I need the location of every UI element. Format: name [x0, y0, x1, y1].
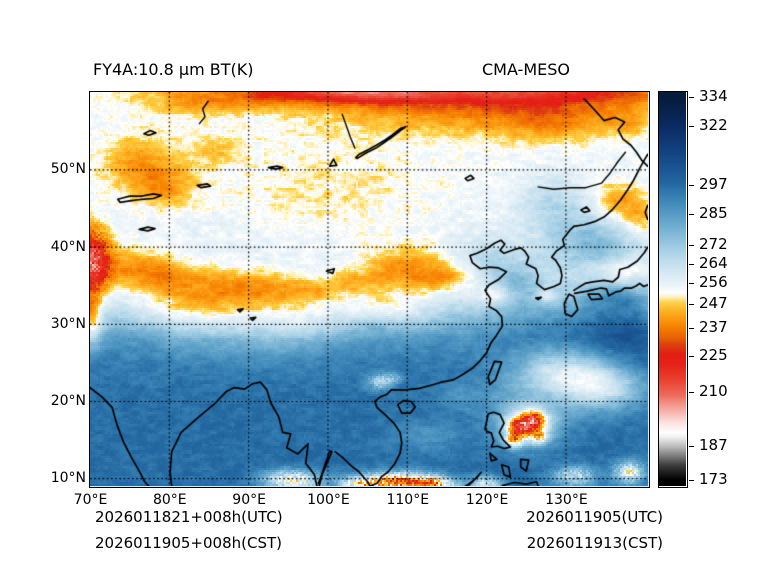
- colorbar-tick-label: 187: [699, 436, 728, 455]
- colorbar-tick-mark: [689, 97, 694, 99]
- colorbar-tick-label: 256: [699, 272, 728, 291]
- y-tick-label: 10°N: [50, 470, 86, 487]
- x-tick-label: 100°E: [307, 492, 350, 508]
- colorbar-tick-label: 173: [699, 469, 728, 488]
- y-tick-label: 30°N: [50, 315, 86, 332]
- colorbar-tick-label: 272: [699, 234, 728, 253]
- plot-title-right: CMA-MESO: [481, 60, 570, 79]
- colorbar-tick-mark: [689, 125, 694, 127]
- colorbar-tick-label: 334: [699, 87, 728, 106]
- valid-time-cst: 2026011913(CST): [526, 534, 663, 552]
- y-tick-label: 50°N: [50, 161, 86, 178]
- colorbar-tick-label: 225: [699, 346, 728, 365]
- map-plot-area: [89, 91, 650, 488]
- colorbar-tick-mark: [689, 282, 694, 284]
- colorbar-tick-label: 247: [699, 293, 728, 312]
- x-tick-label: 120°E: [465, 492, 509, 508]
- colorbar-tick-mark: [689, 327, 694, 329]
- y-tick-label: 20°N: [50, 392, 86, 409]
- colorbar-tick-mark: [689, 263, 694, 265]
- colorbar-tick-mark: [689, 356, 694, 358]
- map-overlay-canvas: [90, 92, 648, 486]
- x-tick-label: 80°E: [152, 492, 187, 508]
- plot-title-left: FY4A:10.8 μm BT(K): [93, 60, 254, 79]
- colorbar-tick-label: 210: [699, 381, 728, 400]
- colorbar: [658, 91, 688, 488]
- colorbar-tick-mark: [689, 213, 694, 215]
- x-tick-label: 90°E: [232, 492, 266, 508]
- colorbar-tick-label: 322: [699, 115, 728, 134]
- colorbar-tick-label: 297: [699, 175, 728, 194]
- colorbar-tick-label: 285: [699, 203, 728, 222]
- colorbar-gradient-canvas: [659, 92, 686, 486]
- colorbar-tick-mark: [689, 391, 694, 393]
- colorbar-tick-mark: [689, 479, 694, 481]
- colorbar-tick-mark: [689, 303, 694, 305]
- colorbar-tick-mark: [689, 446, 694, 448]
- colorbar-tick-mark: [689, 244, 694, 246]
- colorbar-tick-label: 237: [699, 317, 728, 336]
- x-tick-label: 130°E: [545, 492, 588, 508]
- x-tick-label: 110°E: [386, 492, 430, 508]
- init-time-cst: 2026011905+008h(CST): [95, 534, 283, 552]
- colorbar-tick-label: 264: [699, 253, 728, 272]
- init-time-utc: 2026011821+008h(UTC): [95, 508, 283, 526]
- colorbar-tick-mark: [689, 185, 694, 187]
- y-tick-label: 40°N: [50, 238, 86, 255]
- valid-time-utc: 2026011905(UTC): [526, 508, 663, 526]
- x-tick-label: 70°E: [73, 492, 108, 508]
